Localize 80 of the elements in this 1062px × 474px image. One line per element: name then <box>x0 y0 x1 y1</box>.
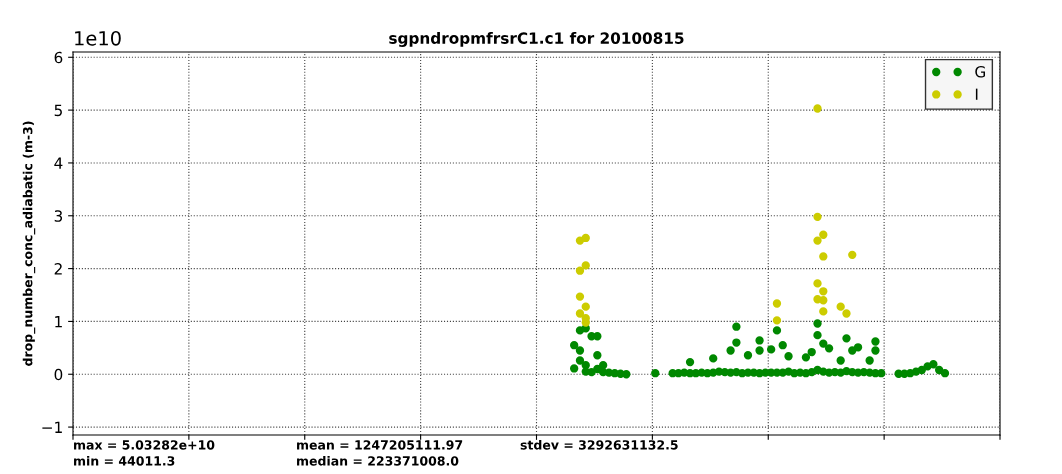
point <box>871 346 880 355</box>
point <box>824 344 834 353</box>
point <box>813 236 822 245</box>
point <box>581 302 590 311</box>
point <box>685 357 695 367</box>
point <box>871 369 880 378</box>
legend-label: G <box>975 66 985 78</box>
point <box>853 343 863 352</box>
y-tick-label: 1 <box>55 316 62 328</box>
point <box>726 346 735 355</box>
point <box>622 370 631 379</box>
point <box>813 212 822 221</box>
point <box>581 261 590 270</box>
y-tick-label: 0 <box>54 368 63 381</box>
point <box>824 368 834 377</box>
point <box>593 364 602 374</box>
point <box>709 368 718 377</box>
point <box>581 367 590 376</box>
point <box>766 345 776 354</box>
point <box>755 369 764 378</box>
y-axis-title: drop_number_conc_adiabatic (m-3) <box>22 121 36 366</box>
text: min = 44011.3 <box>74 455 175 466</box>
point <box>755 336 764 345</box>
point <box>593 332 602 341</box>
point <box>813 365 822 375</box>
point <box>593 351 602 360</box>
text: 1e10 <box>75 30 121 46</box>
point <box>819 230 828 239</box>
point <box>581 233 590 243</box>
text: median = 223371008.0 <box>297 455 459 466</box>
point <box>709 354 718 363</box>
point <box>743 351 753 360</box>
y-tick-label: 6 <box>54 51 63 64</box>
point <box>575 356 585 365</box>
point <box>842 309 851 318</box>
point <box>819 287 828 296</box>
point <box>772 326 782 335</box>
point <box>819 307 828 316</box>
point <box>575 309 585 318</box>
point <box>575 292 585 301</box>
point <box>813 295 822 304</box>
point <box>569 341 579 350</box>
point <box>813 279 822 288</box>
point <box>940 369 950 378</box>
point <box>784 367 793 376</box>
point <box>871 337 880 346</box>
y-tick-label: −1 <box>42 421 62 433</box>
y-tick-label: 4 <box>54 157 63 169</box>
y-tick-label: 2 <box>54 263 62 275</box>
point <box>929 360 938 369</box>
point <box>575 346 585 355</box>
point <box>801 353 811 362</box>
point <box>819 339 828 348</box>
legend-label: I <box>975 88 978 100</box>
point <box>853 368 863 377</box>
point <box>865 356 874 365</box>
point <box>819 252 828 261</box>
point <box>807 347 816 357</box>
point <box>772 299 782 308</box>
point <box>755 346 764 355</box>
point <box>784 352 793 361</box>
text: stdev = 3292631132.5 <box>520 439 678 450</box>
point <box>813 330 822 340</box>
point <box>732 338 741 347</box>
point <box>848 250 857 260</box>
point <box>836 302 845 311</box>
point <box>732 367 741 377</box>
chart-title: sgpndropmfrsrC1.c1 for 20100815 <box>389 32 684 47</box>
point <box>732 322 741 331</box>
point <box>569 364 579 373</box>
text: mean = 1247205111.97 <box>297 440 463 450</box>
point <box>575 266 585 275</box>
point <box>772 316 782 325</box>
point <box>778 341 787 350</box>
point <box>842 334 851 343</box>
text: max = 5.03282e+10 <box>74 440 215 450</box>
point <box>651 369 660 378</box>
y-tick-label: 3 <box>54 210 63 222</box>
y-tick-label: 5 <box>54 104 62 117</box>
point <box>836 356 845 365</box>
